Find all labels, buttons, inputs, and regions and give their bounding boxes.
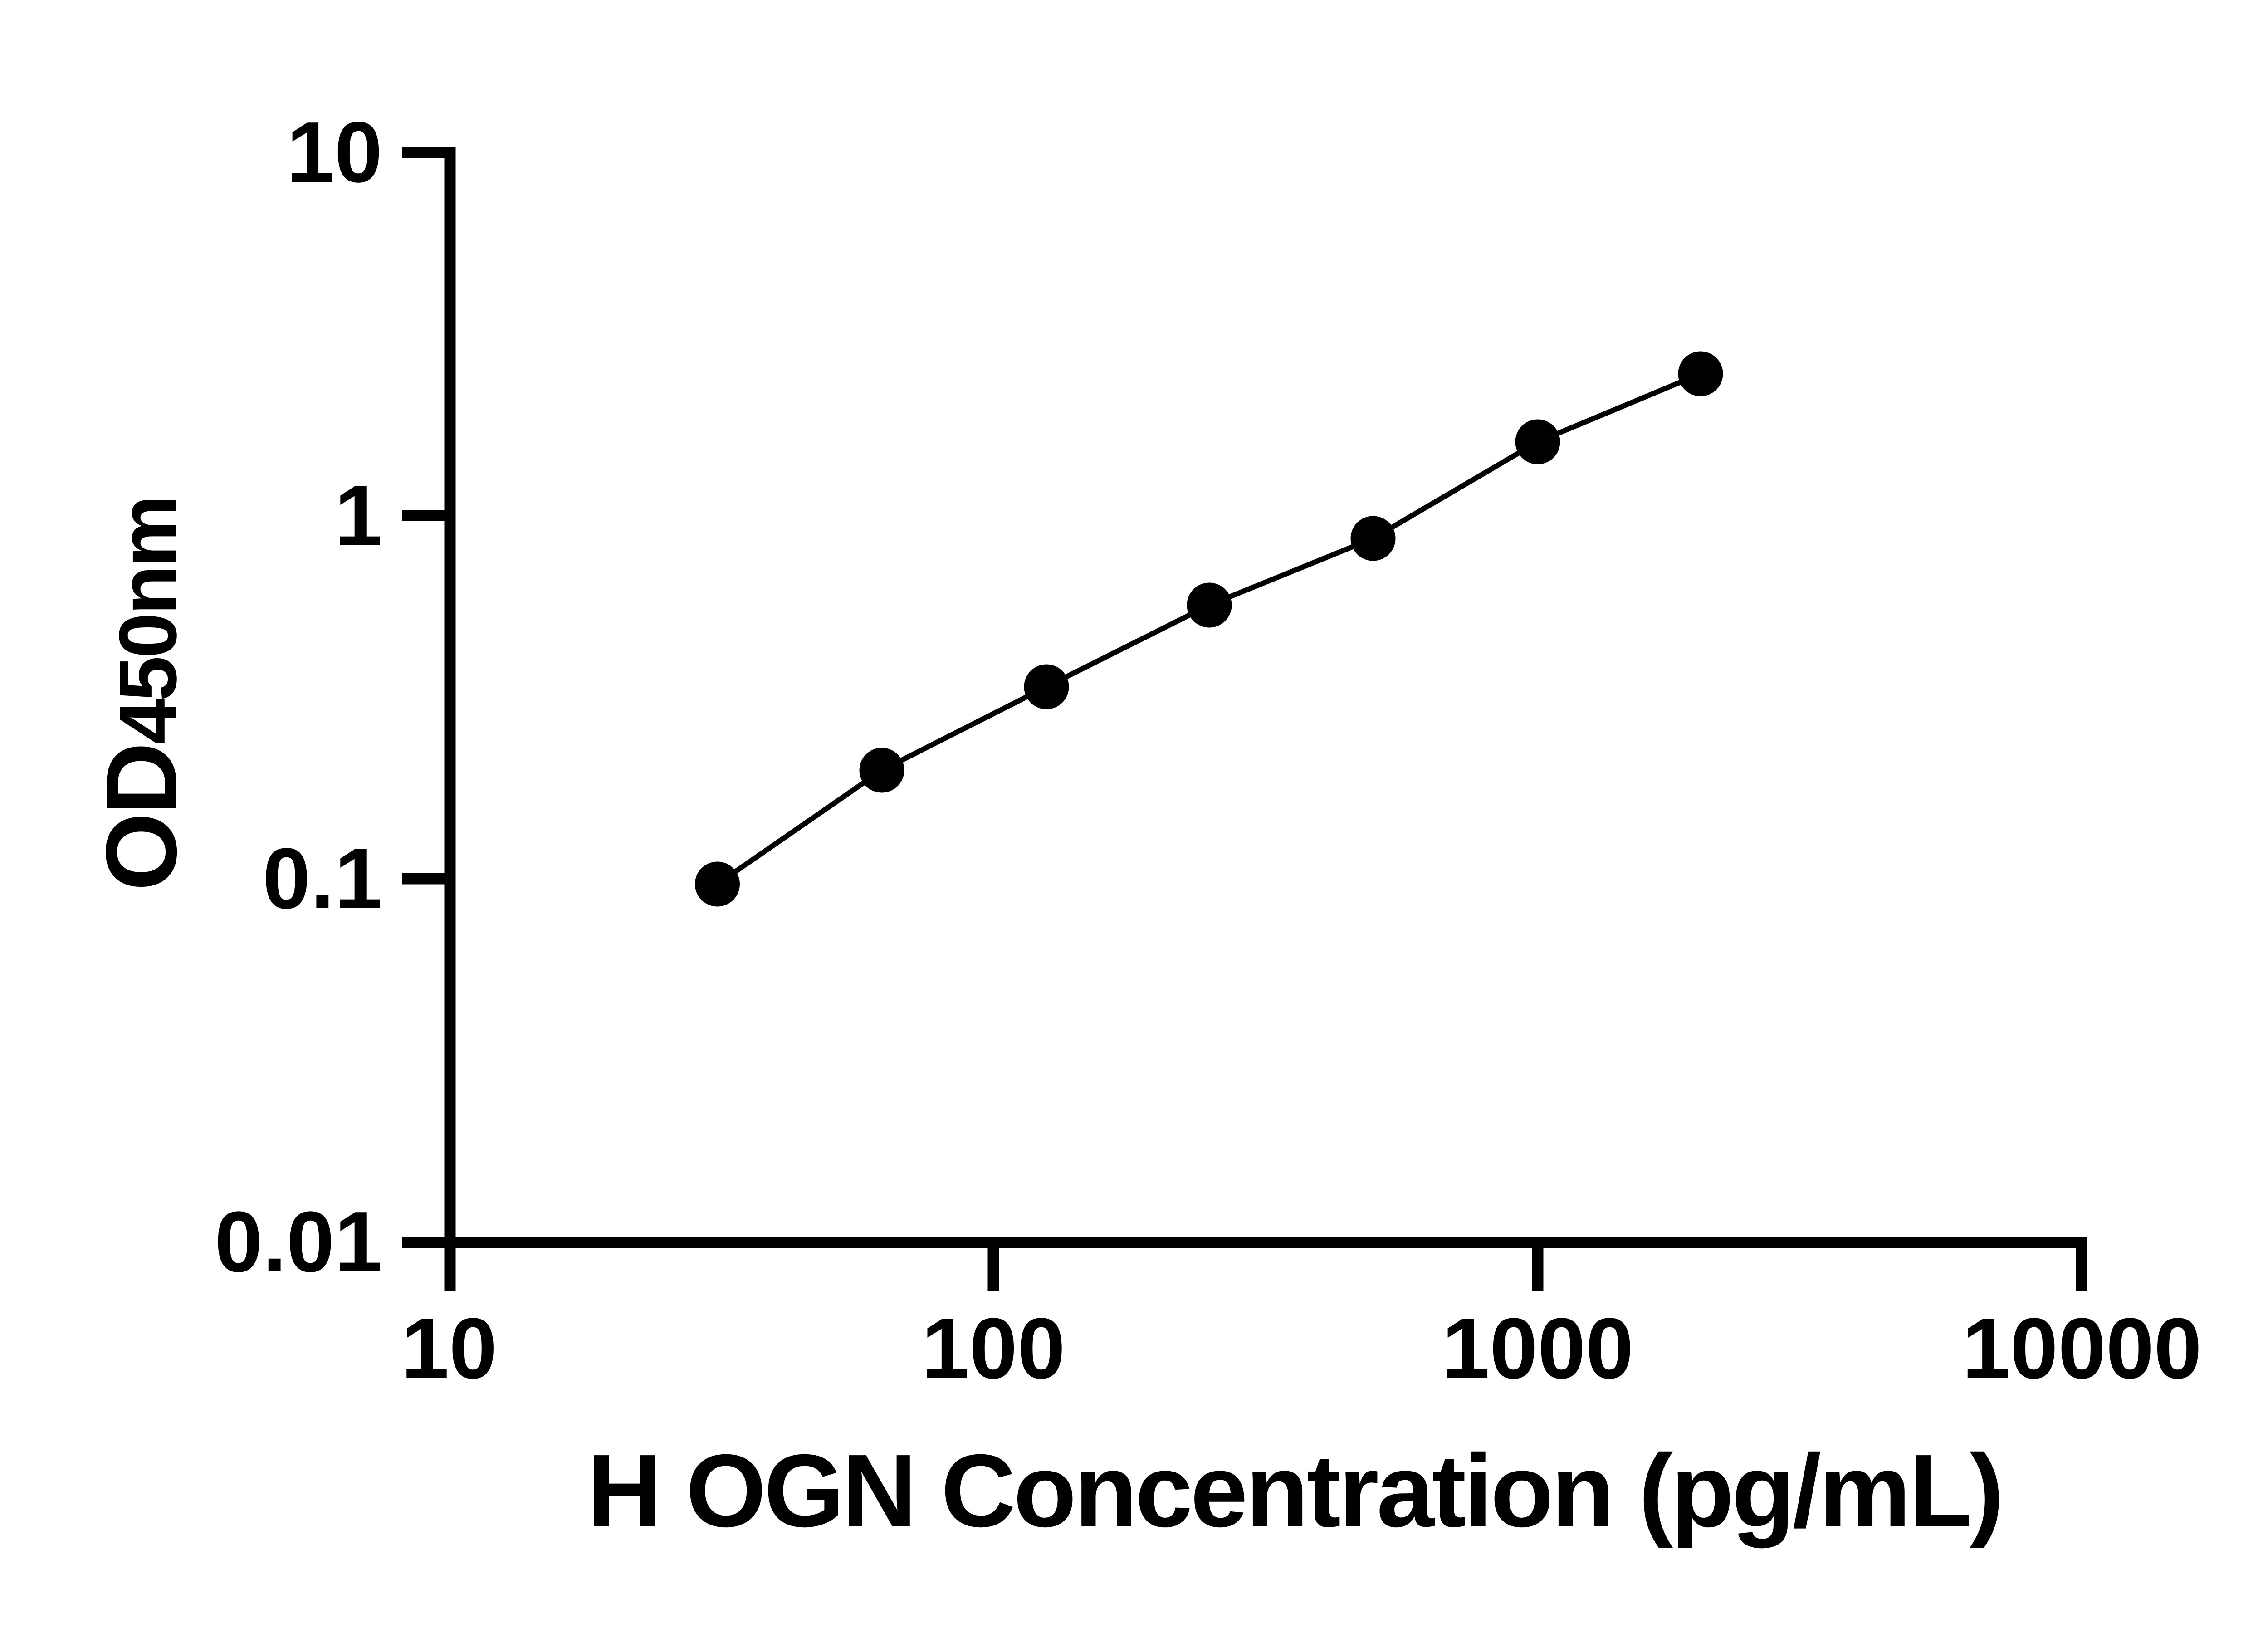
svg-text:1: 1 bbox=[334, 468, 382, 564]
svg-text:0.01: 0.01 bbox=[215, 1194, 382, 1290]
svg-text:100: 100 bbox=[921, 1301, 1065, 1397]
svg-text:10: 10 bbox=[287, 104, 382, 200]
svg-text:10000: 10000 bbox=[1962, 1301, 2202, 1397]
svg-text:H OGN Concentration (pg/mL): H OGN Concentration (pg/mL) bbox=[587, 1433, 2004, 1549]
svg-text:0.1: 0.1 bbox=[263, 831, 382, 927]
svg-text:10: 10 bbox=[401, 1301, 497, 1397]
svg-text:OD450nm: OD450nm bbox=[85, 497, 198, 891]
svg-text:1000: 1000 bbox=[1442, 1301, 1634, 1397]
